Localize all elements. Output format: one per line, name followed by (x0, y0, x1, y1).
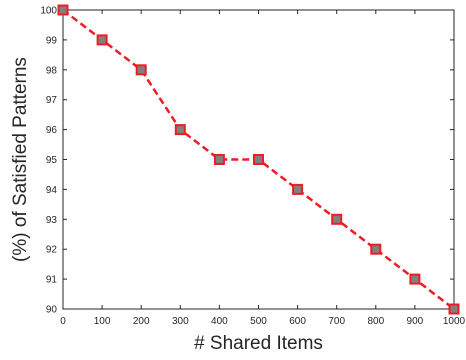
y-tick-label: 95 (46, 155, 58, 166)
x-tick-label: 1000 (443, 316, 466, 327)
data-point-marker (174, 124, 186, 136)
y-tick-label: 91 (46, 275, 58, 286)
data-point-marker (331, 213, 343, 225)
data-point-marker (57, 4, 69, 16)
x-tick-label: 300 (172, 316, 189, 327)
x-tick-label: 0 (60, 316, 66, 327)
y-tick-label: 99 (46, 35, 58, 46)
data-point-marker (213, 154, 225, 165)
x-tick-label: 500 (250, 316, 267, 327)
y-tick-label: 90 (46, 305, 58, 316)
x-tick-label: 100 (94, 316, 111, 327)
y-tick-label: 100 (40, 6, 57, 17)
data-point-marker (292, 183, 304, 195)
y-tick-label: 98 (46, 65, 58, 76)
data-point-marker (96, 34, 108, 46)
data-point-marker (253, 154, 264, 165)
x-tick-label: 800 (367, 316, 384, 327)
x-tick-label: 900 (407, 316, 424, 327)
y-tick-label: 96 (46, 125, 58, 136)
y-axis-ticks: 90 91 92 93 94 95 96 97 98 99 100 (40, 6, 454, 316)
y-tick-label: 94 (46, 185, 58, 196)
x-tick-label: 700 (328, 316, 345, 327)
data-point-marker (409, 273, 421, 285)
data-point-marker (448, 303, 460, 315)
data-point-marker (370, 243, 382, 255)
y-axis-label: (%) of Satisfied Patterns (10, 57, 31, 262)
x-axis-label: # Shared Items (194, 333, 323, 354)
data-point-marker (135, 64, 147, 76)
x-tick-label: 400 (211, 316, 228, 327)
y-tick-label: 92 (46, 245, 58, 256)
y-tick-label: 97 (46, 95, 58, 106)
y-tick-label: 93 (46, 215, 58, 226)
series (57, 4, 460, 315)
x-tick-label: 600 (289, 316, 306, 327)
x-axis-ticks: 0 100 200 300 400 500 600 700 800 900 1000 (60, 10, 466, 327)
x-tick-label: 200 (133, 316, 150, 327)
